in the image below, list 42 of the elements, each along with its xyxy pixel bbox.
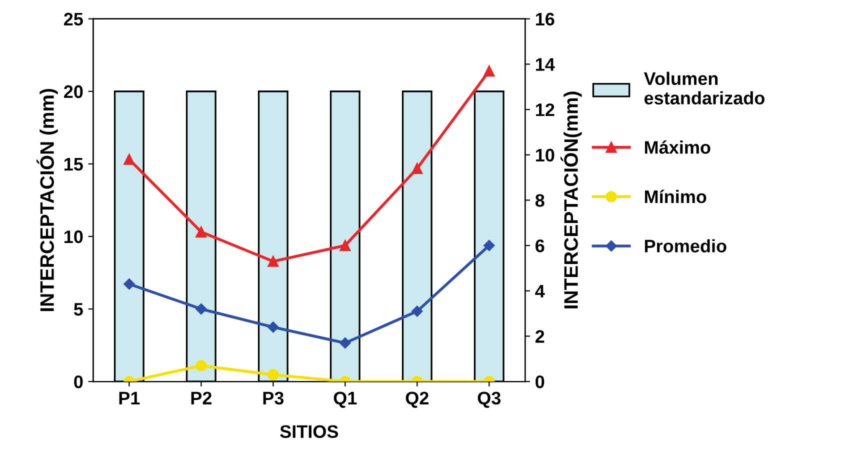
y2-tick-label: 16 [536, 12, 554, 26]
y-tick-label: 25 [64, 12, 83, 26]
x-tick-label: Q3 [478, 392, 501, 408]
point [412, 162, 423, 174]
legend-label: Promedio [644, 239, 726, 252]
x-axis-title: SITIOS [280, 425, 338, 438]
y-tick-label: 15 [64, 158, 83, 171]
y2-tick-label: 2 [535, 330, 544, 343]
y2-tick-label: 4 [535, 284, 545, 298]
y2-tick-label: 0 [536, 375, 544, 388]
x-tick-label: Q1 [334, 392, 357, 408]
point [196, 360, 207, 372]
y-tick-label: 10 [64, 230, 83, 244]
point [268, 369, 279, 380]
point [268, 256, 279, 267]
y2-tick-label: 14 [536, 58, 555, 71]
y-tick-label: 0 [74, 375, 83, 388]
point [196, 226, 207, 238]
y2-tick-label: 10 [536, 148, 554, 162]
point [340, 337, 351, 349]
x-tick-label: P3 [263, 392, 284, 405]
legend-label: Máximo [644, 140, 710, 154]
point [268, 322, 279, 333]
legend-label: Volumen estandarizado [644, 72, 764, 104]
legend-label: Mínimo [644, 190, 706, 204]
point [196, 303, 207, 315]
point [124, 278, 135, 290]
point [124, 154, 135, 165]
x-tick-label: Q2 [406, 392, 428, 408]
x-tick-label: P2 [191, 392, 212, 404]
y2-tick-label: 6 [536, 239, 544, 252]
y-tick-label: 20 [64, 85, 83, 98]
y2-tick-label: 12 [536, 103, 554, 116]
y2-tick-label: 8 [535, 194, 544, 207]
x-tick-label: P1 [119, 392, 140, 404]
point [484, 240, 495, 252]
point [412, 306, 423, 317]
y-axis-title: INTERCEPTACIÓN (mm) [36, 88, 58, 312]
y-tick-label: 5 [74, 303, 83, 316]
point [340, 240, 351, 252]
y2-axis-title: INTERCEPTACIÓN(mm) [560, 92, 582, 308]
point [484, 65, 495, 77]
